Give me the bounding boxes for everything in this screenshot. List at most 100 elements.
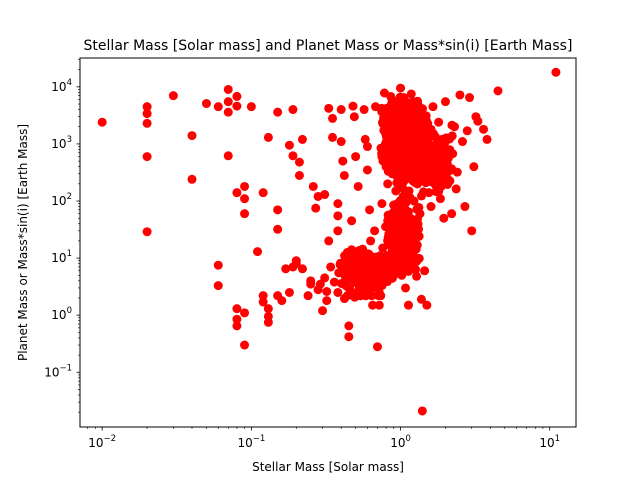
data-point bbox=[334, 268, 344, 278]
data-point bbox=[479, 124, 489, 134]
data-point bbox=[263, 317, 273, 327]
data-point bbox=[213, 102, 223, 112]
data-point bbox=[339, 170, 349, 180]
x-tick-label: 10−1 bbox=[237, 434, 265, 450]
data-point bbox=[333, 226, 343, 236]
data-point bbox=[240, 181, 250, 191]
data-point bbox=[406, 223, 416, 233]
data-point bbox=[318, 306, 328, 316]
data-point bbox=[448, 149, 458, 159]
data-point bbox=[246, 102, 256, 112]
data-point bbox=[340, 271, 350, 281]
data-point bbox=[351, 152, 361, 162]
data-point bbox=[352, 253, 362, 263]
data-point bbox=[223, 97, 233, 107]
data-point bbox=[374, 300, 384, 310]
data-point bbox=[232, 101, 242, 111]
data-point bbox=[462, 126, 472, 136]
data-point bbox=[273, 224, 283, 234]
data-point bbox=[406, 89, 416, 99]
x-tick-label: 10−2 bbox=[88, 434, 116, 450]
data-point bbox=[240, 194, 250, 204]
y-tick-label: 100 bbox=[51, 306, 72, 322]
data-point bbox=[457, 137, 467, 147]
data-point bbox=[392, 107, 402, 117]
data-point bbox=[258, 291, 268, 301]
data-point bbox=[447, 209, 457, 219]
data-point bbox=[393, 132, 403, 142]
data-point bbox=[451, 184, 461, 194]
data-point bbox=[263, 132, 273, 142]
data-point bbox=[232, 321, 242, 331]
data-point bbox=[423, 119, 433, 129]
y-tick-label: 102 bbox=[51, 192, 72, 208]
data-point bbox=[333, 211, 343, 221]
data-point bbox=[142, 152, 152, 162]
data-point bbox=[383, 179, 393, 189]
y-tick-label: 103 bbox=[51, 135, 72, 151]
plot-frame bbox=[79, 57, 577, 428]
y-axis: 10−1 100 101 102 103 104 bbox=[44, 59, 80, 413]
data-point bbox=[370, 226, 380, 236]
data-point bbox=[384, 161, 394, 171]
data-point bbox=[364, 250, 374, 260]
data-point bbox=[339, 294, 349, 304]
data-point bbox=[361, 285, 371, 295]
data-point bbox=[324, 103, 334, 113]
data-point bbox=[403, 300, 413, 310]
data-point bbox=[324, 236, 334, 246]
data-point bbox=[465, 93, 475, 103]
data-point bbox=[413, 214, 422, 224]
data-point bbox=[344, 332, 354, 342]
data-point bbox=[416, 191, 426, 201]
data-point bbox=[359, 263, 369, 273]
data-point bbox=[378, 243, 388, 253]
data-point bbox=[344, 321, 354, 331]
x-tick-label: 101 bbox=[539, 434, 560, 450]
data-point bbox=[396, 83, 406, 93]
data-point bbox=[253, 247, 263, 257]
data-point bbox=[232, 314, 242, 324]
data-point bbox=[187, 174, 197, 184]
data-point bbox=[382, 132, 392, 142]
data-point bbox=[395, 178, 405, 188]
data-point bbox=[273, 107, 283, 117]
data-point bbox=[365, 205, 375, 215]
data-point bbox=[403, 157, 413, 167]
data-point bbox=[349, 112, 359, 122]
y-tick-label: 104 bbox=[51, 78, 72, 94]
data-point bbox=[373, 253, 383, 263]
data-point bbox=[377, 199, 387, 209]
data-point bbox=[460, 202, 470, 212]
data-point bbox=[284, 140, 294, 150]
data-point bbox=[187, 131, 197, 141]
data-point bbox=[142, 118, 152, 128]
data-point bbox=[240, 340, 250, 350]
data-point bbox=[431, 153, 441, 163]
data-point bbox=[356, 291, 365, 301]
data-point bbox=[398, 150, 408, 160]
data-point bbox=[359, 105, 369, 115]
data-point bbox=[258, 297, 268, 307]
data-point bbox=[336, 105, 346, 115]
data-point bbox=[258, 188, 268, 198]
data-point bbox=[311, 203, 321, 213]
chart-title: Stellar Mass [Solar mass] and Planet Mas… bbox=[84, 38, 573, 54]
data-point bbox=[297, 134, 307, 144]
data-point bbox=[417, 406, 427, 416]
data-point bbox=[398, 263, 408, 273]
data-point bbox=[383, 116, 393, 126]
data-point bbox=[409, 97, 419, 107]
data-point bbox=[273, 205, 283, 215]
data-point bbox=[328, 113, 338, 123]
data-point bbox=[201, 99, 211, 109]
data-point bbox=[263, 304, 273, 314]
data-point bbox=[415, 176, 425, 186]
data-point bbox=[322, 296, 332, 306]
data-point bbox=[353, 181, 363, 191]
data-point bbox=[322, 287, 332, 296]
data-point bbox=[240, 308, 250, 318]
y-tick-label: 10−1 bbox=[44, 363, 72, 379]
data-point bbox=[223, 151, 233, 161]
